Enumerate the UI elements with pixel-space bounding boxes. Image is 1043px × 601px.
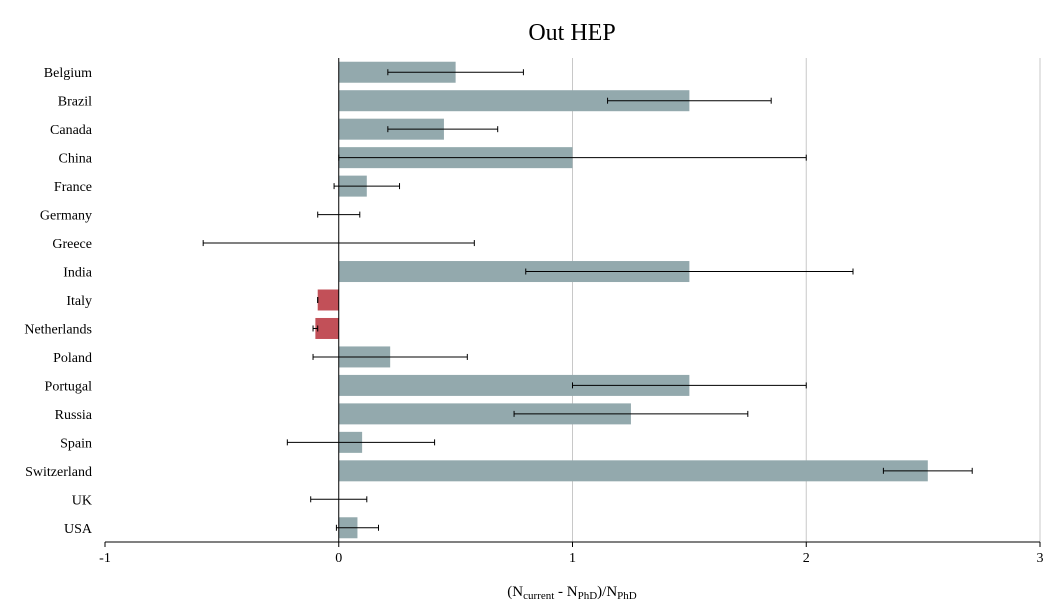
category-label-russia: Russia: [55, 408, 93, 423]
category-label-switzerland: Switzerland: [25, 465, 92, 480]
bar-layer: [315, 61, 928, 539]
bar-brazil: [338, 90, 690, 112]
category-label-uk: UK: [72, 493, 92, 508]
category-label-belgium: Belgium: [44, 66, 92, 81]
category-label-portugal: Portugal: [45, 379, 93, 394]
category-label-greece: Greece: [52, 237, 92, 252]
category-label-italy: Italy: [66, 294, 92, 309]
bar-italy: [317, 289, 339, 311]
category-label-netherlands: Netherlands: [24, 322, 92, 337]
x-axis-title-sub-phd-2: PhD: [617, 590, 637, 601]
category-label-spain: Spain: [60, 436, 92, 451]
x-axis-title-sub-current: current: [523, 590, 554, 601]
x-tick-label-1: 0: [335, 551, 342, 566]
category-label-usa: USA: [64, 522, 93, 537]
x-tick-label-2: 1: [569, 551, 576, 566]
x-axis-title-open: (N: [507, 584, 523, 600]
bar-netherlands: [315, 317, 339, 339]
bar-switzerland: [338, 460, 928, 482]
x-axis-title-minus: - N: [554, 584, 577, 600]
x-axis-title-sub-phd: PhD: [578, 590, 598, 601]
bar-portugal: [338, 374, 690, 396]
chart-title: Out HEP: [528, 20, 615, 46]
bar-russia: [338, 403, 631, 425]
x-axis-title: (Ncurrent - NPhD)/NPhD: [507, 584, 636, 601]
x-tick-label-3: 2: [803, 551, 810, 566]
category-label-canada: Canada: [50, 123, 93, 138]
category-label-china: China: [59, 152, 93, 167]
category-label-france: France: [54, 180, 92, 195]
category-label-india: India: [63, 266, 93, 281]
category-label-poland: Poland: [53, 351, 92, 366]
x-axis-title-close: )/N: [597, 584, 617, 600]
x-tick-label-4: 3: [1037, 551, 1043, 566]
bar-india: [338, 261, 690, 283]
label-layer: Belgium Brazil Canada China France Germany Gre…: [24, 66, 1043, 566]
category-label-brazil: Brazil: [58, 95, 92, 110]
x-tick-label-0: -1: [99, 551, 111, 566]
category-label-germany: Germany: [40, 209, 92, 224]
axis-layer: [104, 58, 1041, 547]
